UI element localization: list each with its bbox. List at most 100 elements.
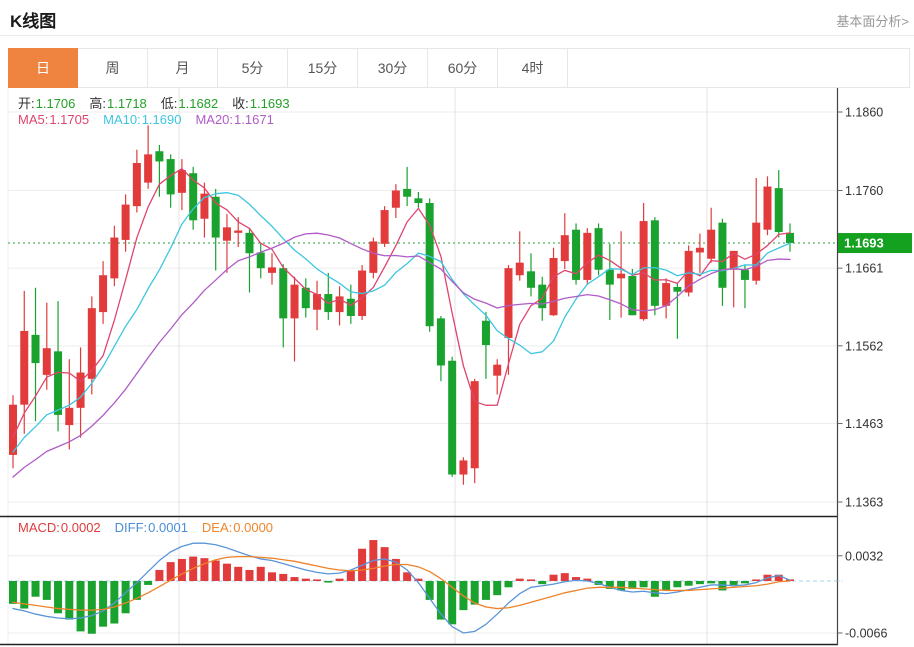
macd-bar — [673, 581, 682, 588]
macd-bar — [279, 573, 288, 581]
macd-bar — [729, 581, 738, 585]
candle-body — [301, 287, 310, 309]
candle-body — [132, 163, 141, 207]
tabbar-filler — [568, 49, 909, 87]
readout-label: MA20: — [195, 112, 234, 127]
candle-body — [481, 320, 490, 346]
tab-4时[interactable]: 4时 — [498, 49, 568, 87]
macd-bar — [549, 574, 558, 581]
candle-body — [369, 241, 378, 273]
macd-bar — [166, 562, 175, 581]
macd-bar — [245, 569, 254, 581]
candle-body — [177, 170, 186, 193]
candle-body — [650, 220, 659, 306]
macd-bar — [504, 581, 513, 588]
price-axis-label: 1.1860 — [845, 106, 883, 120]
readout-label: DEA: — [201, 520, 233, 535]
macd-bar — [268, 572, 276, 581]
tab-5分[interactable]: 5分 — [218, 49, 288, 87]
tab-周[interactable]: 周 — [78, 49, 148, 87]
macd-readout: MACD:0.0002 DIFF:0.0001 DEA:0.0000 — [18, 520, 287, 535]
ma10-line — [12, 192, 791, 453]
tab-15分[interactable]: 15分 — [288, 49, 358, 87]
tab-日[interactable]: 日 — [8, 48, 78, 88]
price-axis-label: 1.1760 — [845, 184, 883, 198]
readout-value: 0.0002 — [60, 520, 101, 535]
macd-bar — [87, 581, 96, 634]
candle-body — [20, 330, 29, 405]
candle-body — [695, 247, 704, 253]
tab-月[interactable]: 月 — [148, 49, 218, 87]
candle-body — [515, 262, 524, 276]
candle-body — [740, 269, 749, 280]
tab-60分[interactable]: 60分 — [428, 49, 498, 87]
candle-body — [459, 460, 468, 475]
macd-bar — [707, 581, 716, 584]
header-divider — [0, 35, 914, 36]
macd-bar — [155, 569, 164, 581]
candle-body — [42, 348, 51, 375]
candle-body — [662, 283, 671, 306]
candle-body — [99, 275, 108, 313]
candle-body — [155, 151, 164, 162]
candle-body — [335, 296, 344, 313]
macd-bar — [639, 581, 648, 588]
candle-body — [470, 381, 479, 469]
candle-body — [639, 221, 648, 320]
current-price-badge-label: 1.1693 — [844, 236, 884, 251]
candle-body — [391, 190, 400, 208]
macd-bar — [662, 581, 671, 591]
readout-value: 1.1706 — [35, 96, 76, 111]
price-axis-label: 1.1363 — [845, 495, 883, 509]
macd-bar — [313, 579, 322, 581]
candle-body — [144, 154, 153, 183]
candle-body — [380, 210, 389, 244]
macd-bar — [515, 578, 524, 581]
dea-line — [12, 555, 791, 611]
macd-bar — [425, 581, 434, 600]
current-price-badge — [838, 233, 912, 254]
candle-body — [504, 268, 513, 338]
macd-bar — [324, 581, 333, 583]
candle-body — [549, 257, 558, 316]
candle-body — [200, 193, 209, 219]
macd-bar — [65, 581, 74, 620]
macd-bar — [774, 574, 783, 581]
candle-body — [313, 294, 322, 310]
readout-label: MACD: — [18, 520, 60, 535]
candle-body — [628, 276, 637, 316]
fundamental-analysis-link[interactable]: 基本面分析> — [836, 14, 909, 29]
interval-tabbar: 日周月 5分 15分 30分 60分 4时 — [8, 48, 910, 88]
macd-bar — [99, 581, 108, 627]
macd-bar — [650, 581, 659, 597]
macd-bar — [560, 573, 569, 581]
macd-bar — [740, 581, 749, 584]
readout-label: 收: — [232, 96, 249, 111]
candle-body — [707, 229, 716, 259]
macd-bar — [617, 581, 626, 591]
candle-body — [279, 268, 288, 319]
readout-label: 低: — [160, 96, 178, 111]
macd-bar — [54, 581, 63, 614]
macd-bar — [234, 566, 243, 581]
tab-30分[interactable]: 30分 — [358, 49, 428, 87]
ma5-line — [12, 168, 791, 438]
candle-body — [786, 232, 794, 244]
macd-bar — [335, 578, 344, 581]
macd-bar — [177, 558, 186, 581]
macd-bar — [9, 581, 17, 604]
candle-body — [166, 159, 175, 195]
candle-body — [222, 227, 231, 241]
candle-body — [605, 269, 614, 285]
candle-body — [65, 407, 74, 426]
candle-body — [403, 188, 412, 197]
macd-bar — [132, 581, 141, 600]
macd-bar — [42, 581, 51, 600]
candle-body — [268, 267, 276, 273]
candle-body — [527, 271, 535, 288]
macd-bar — [391, 558, 400, 581]
candle-body — [245, 232, 254, 254]
readout-value: 1.1718 — [107, 96, 147, 111]
macd-bar — [222, 563, 231, 581]
